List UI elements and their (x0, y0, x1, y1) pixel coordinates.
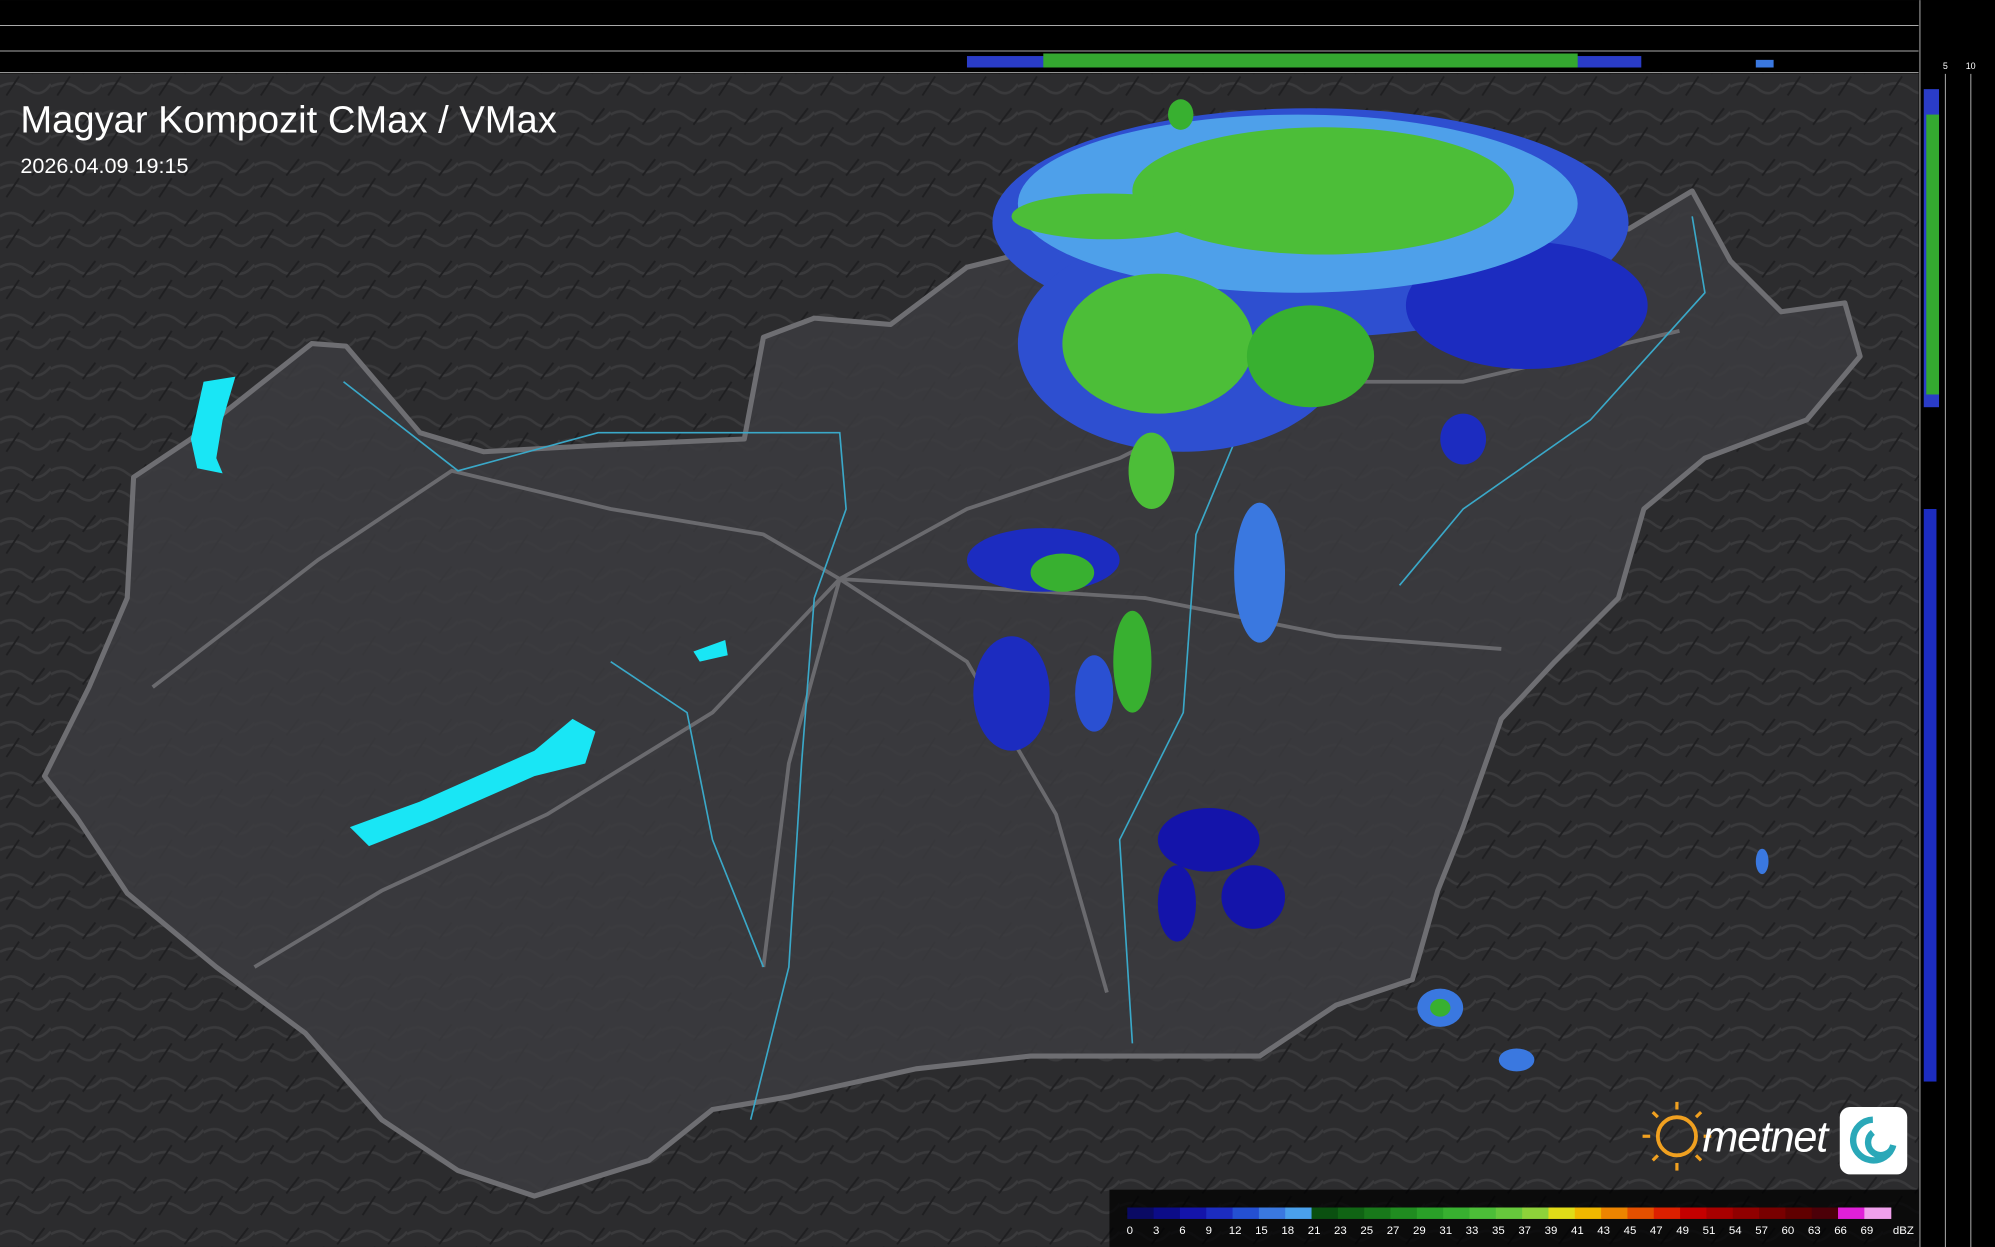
logo-text: metnet (1702, 1114, 1830, 1162)
legend-label: 41 (1571, 1225, 1584, 1237)
legend-swatch (1838, 1207, 1865, 1219)
legend-label: 69 (1861, 1225, 1874, 1237)
profile-echo (1043, 53, 1578, 68)
legend-label: 45 (1624, 1225, 1637, 1237)
profile-echo (1923, 508, 1937, 1082)
legend-label: 27 (1387, 1225, 1400, 1237)
legend: 0 3 6 9 12 15 18 21 23 25 27 29 31 33 35 37 39 41 43 45 47 49… (1127, 1207, 1914, 1237)
profile-tick: 10 (1966, 61, 1976, 71)
profile-tick: 5 (1943, 61, 1948, 71)
legend-swatch (1258, 1207, 1286, 1219)
legend-swatch (1416, 1207, 1444, 1219)
legend-swatch (1495, 1207, 1523, 1219)
lake (349, 718, 596, 847)
legend-swatch (1522, 1207, 1550, 1219)
legend-label: 57 (1755, 1225, 1768, 1237)
legend-swatch (1311, 1207, 1339, 1219)
legend-label: 35 (1492, 1225, 1505, 1237)
legend-label: 31 (1439, 1225, 1452, 1237)
legend-label: 37 (1518, 1225, 1531, 1237)
map-title: Magyar Kompozit CMax / VMax (20, 98, 556, 141)
legend-label: 60 (1782, 1225, 1795, 1237)
legend-unit: dBZ (1893, 1225, 1914, 1237)
legend-swatch (1680, 1207, 1708, 1219)
lake (190, 376, 236, 474)
legend-label: 23 (1334, 1225, 1347, 1237)
legend-label: 54 (1729, 1225, 1742, 1237)
legend-swatch (1548, 1207, 1576, 1219)
legend-label: 25 (1360, 1225, 1373, 1237)
legend-label: 47 (1650, 1225, 1663, 1237)
legend-swatch (1390, 1207, 1418, 1219)
legend-label: 21 (1308, 1225, 1321, 1237)
legend-swatch (1443, 1207, 1471, 1219)
legend-swatch (1206, 1207, 1234, 1219)
country-area (41, 188, 1863, 1199)
roads (151, 329, 1680, 993)
legend-label: 39 (1545, 1225, 1558, 1237)
legend-label: 12 (1229, 1225, 1242, 1237)
legend-swatch (1574, 1207, 1602, 1219)
legend-label: 15 (1255, 1225, 1268, 1237)
legend-swatch (1601, 1207, 1629, 1219)
legend-label: 51 (1703, 1225, 1716, 1237)
legend-label: 18 (1281, 1225, 1294, 1237)
legend-swatch (1337, 1207, 1365, 1219)
legend-swatch (1285, 1207, 1313, 1219)
legend-label: 63 (1808, 1225, 1821, 1237)
legend-swatch (1864, 1207, 1892, 1219)
profile-echo (1926, 114, 1940, 395)
legend-label: 3 (1153, 1225, 1159, 1237)
profile-echo (1755, 59, 1774, 68)
logo: metnet (1642, 1101, 1908, 1175)
legend-swatch (1653, 1207, 1681, 1219)
legend-swatch (1127, 1207, 1155, 1219)
legend-label: 0 (1127, 1225, 1133, 1237)
legend-swatch (1811, 1207, 1839, 1219)
legend-swatch (1627, 1207, 1655, 1219)
legend-label: 9 (1206, 1225, 1212, 1237)
legend-label: 33 (1466, 1225, 1479, 1237)
radar-echoes (966, 99, 1769, 1072)
legend-swatch (1179, 1207, 1207, 1219)
legend-label: 66 (1834, 1225, 1847, 1237)
legend-label: 43 (1597, 1225, 1610, 1237)
legend-swatch (1232, 1207, 1260, 1219)
legend-swatch (1364, 1207, 1392, 1219)
legend-label: 49 (1676, 1225, 1689, 1237)
legend-swatch (1759, 1207, 1787, 1219)
legend-swatch (1706, 1207, 1734, 1219)
legend-swatch (1785, 1207, 1813, 1219)
legend-swatch (1153, 1207, 1181, 1219)
timestamp: 2026.04.09 19:15 (20, 153, 188, 178)
legend-label: 29 (1413, 1225, 1426, 1237)
legend-swatch (1732, 1207, 1760, 1219)
lake (693, 640, 728, 662)
legend-label: 6 (1179, 1225, 1185, 1237)
legend-swatch (1469, 1207, 1497, 1219)
